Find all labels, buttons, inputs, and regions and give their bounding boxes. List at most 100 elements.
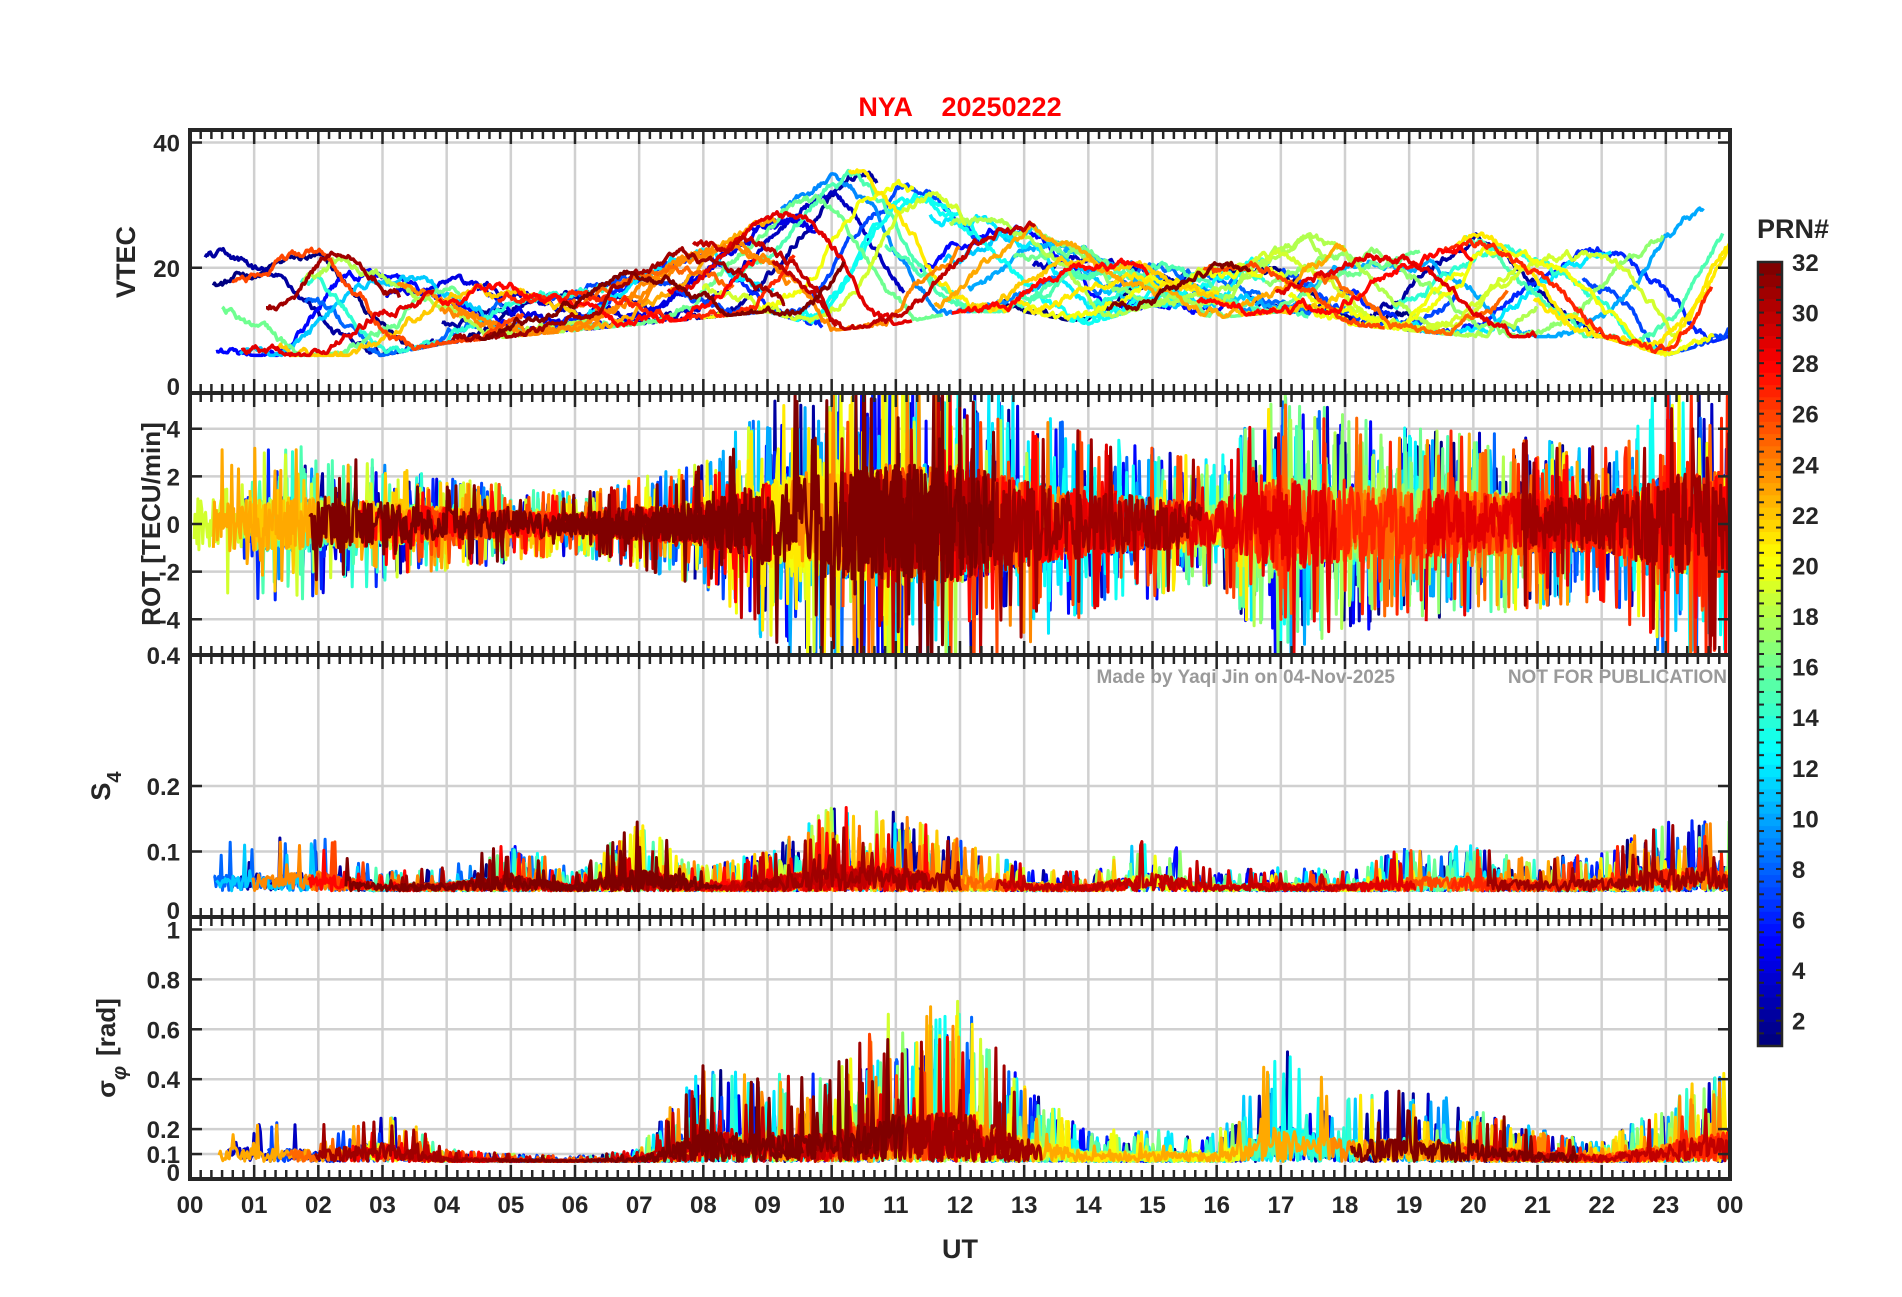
series-line [530,831,723,893]
colorbar-segment [1758,1009,1782,1023]
x-tick-label: 09 [754,1192,781,1219]
series-line [951,257,1150,315]
series-line [1196,244,1474,317]
colorbar-segment [1758,923,1782,937]
x-tick-label: 16 [1203,1192,1230,1219]
colorbar-segment [1758,409,1782,422]
colorbar-segment [1758,543,1782,557]
panel-s4: 0 0.1 0.2 0.4 [147,643,1732,925]
colorbar-tick-label: 16 [1792,655,1819,682]
colorbar-segment [1758,948,1782,961]
colorbar-segment [1758,592,1782,606]
series-line [995,840,1358,893]
x-tick-label: 03 [369,1192,396,1219]
y-tick-label: 0 [167,1160,180,1187]
colorbar-tick-label: 2 [1792,1009,1805,1036]
panel-sigma_phi: 00.10.2 0.4 0.6 0.8 1 00 01 02 03 04 05 06 07 08 09 10 1… [147,915,1743,1219]
series-line [451,246,786,343]
colorbar-segment [1758,911,1782,925]
colorbar-segment [1758,690,1782,704]
x-tick-label: 05 [497,1192,524,1219]
colorbar-tick-label: 30 [1792,301,1819,328]
colorbar-segment [1758,494,1782,508]
colorbar-segment [1758,262,1782,275]
colorbar-segment [1758,825,1782,839]
x-tick-label: 06 [562,1192,589,1219]
x-ticks [188,130,1732,393]
watermark-note: NOT FOR PUBLICATION [1508,667,1727,688]
ylabel-sigma-sub: φ [109,1066,131,1080]
colorbar-segment [1758,752,1782,765]
colorbar-tick-label: 8 [1792,857,1805,884]
series-line [437,258,757,328]
x-tick-label: 18 [1332,1192,1359,1219]
colorbar-segment [1758,433,1782,447]
colorbar-tick-label: 12 [1792,756,1819,783]
y-tick-label: 0.1 [147,1142,180,1169]
colorbar-segment [1758,715,1782,729]
series-line [1455,231,1730,349]
colorbar-segment [1758,531,1782,545]
colorbar-segment [1758,556,1782,569]
colorbar-segment [1758,886,1782,900]
colorbar-segment [1758,764,1782,778]
series-line [1486,824,1730,893]
ylabel-s4-sub: 4 [104,771,126,783]
colorbar-segment [1758,874,1782,888]
x-tick-label: 20 [1460,1192,1487,1219]
colorbar-segment [1758,801,1782,814]
colorbar-tick-label: 6 [1792,908,1805,935]
ylabel-sigma-main: σ [91,1080,121,1098]
colorbar-segment [1758,421,1782,435]
colorbar-segment [1758,862,1782,876]
xlabel: UT [942,1234,978,1264]
series-line [265,250,402,312]
colorbar-segment [1758,274,1782,288]
series-line [549,393,947,655]
series-line [933,222,1348,320]
colorbar-segment [1758,935,1782,949]
series-line [231,246,525,352]
series-line [666,210,913,327]
x-tick-label: 07 [626,1192,653,1219]
x-tick-label: 02 [305,1192,332,1219]
colorbar-segment [1758,605,1782,618]
colorbar-segment [1758,519,1782,533]
x-tick-label: 17 [1267,1192,1294,1219]
colorbar-label: PRN# [1757,214,1829,244]
y-tick-label: 2 [167,464,180,491]
series-line [956,255,1350,317]
series-line [1459,232,1725,347]
colorbar-tick-label: 28 [1792,351,1819,378]
panel-rot: -4 -2 0 2 4 [159,391,1732,657]
colorbar-segment [1758,360,1782,373]
colorbar-tick-label: 4 [1792,958,1806,985]
y-tick-label: 0.1 [147,840,180,867]
x-tick-label: 12 [947,1192,974,1219]
series-line [691,235,838,328]
colorbar-segment [1758,298,1782,312]
colorbar-segment [1758,960,1782,974]
series-line [948,216,1330,319]
watermark-author: Made by Yaqi Jin on 04-Nov-2025 [1097,667,1396,688]
series-line [1442,238,1714,355]
x-tick-label: 13 [1011,1192,1038,1219]
x-ticks [188,655,1732,917]
colorbar-tick-label: 22 [1792,503,1819,530]
ylabel-rot: ROT [TECU/min] [136,422,166,626]
colorbar-segment [1758,997,1782,1010]
colorbar-segment [1758,666,1782,680]
series-line [897,1064,1043,1163]
chart-title: NYA 20250222 [858,92,1061,122]
colorbar-segment [1758,445,1782,459]
x-tick-label: 22 [1588,1192,1615,1219]
title-date: 20250222 [941,92,1061,122]
series-line [308,455,742,583]
colorbar-segment [1758,384,1782,398]
series-line [1107,260,1252,312]
series-line [1520,407,1730,655]
ylabel-sigma: σφ [rad] [91,998,131,1098]
colorbar-tick-label: 20 [1792,553,1819,580]
